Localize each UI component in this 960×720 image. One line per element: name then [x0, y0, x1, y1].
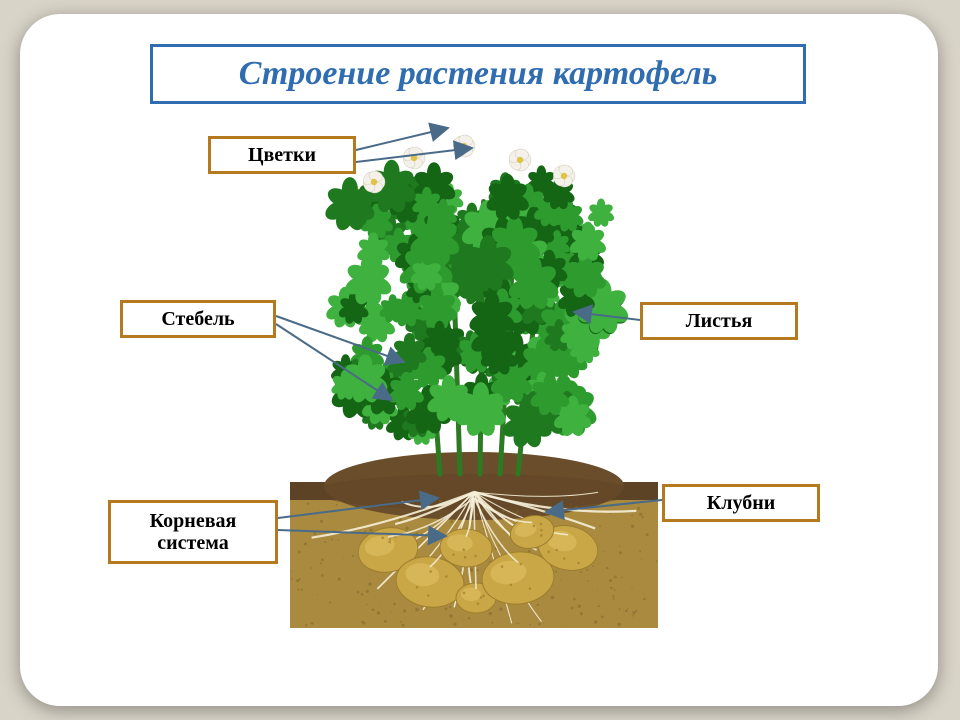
label-roots: Корневая система	[108, 500, 278, 564]
label-leaves: Листья	[640, 302, 798, 340]
diagram-title: Строение растения картофель	[150, 44, 806, 104]
label-tubers: Клубни	[662, 484, 820, 522]
label-stem: Стебель	[120, 300, 276, 338]
label-flowers: Цветки	[208, 136, 356, 174]
plant-illustration	[290, 118, 658, 628]
plant-svg	[290, 118, 658, 628]
page-background: Строение растения картофель Цветки Стебель…	[0, 0, 960, 720]
